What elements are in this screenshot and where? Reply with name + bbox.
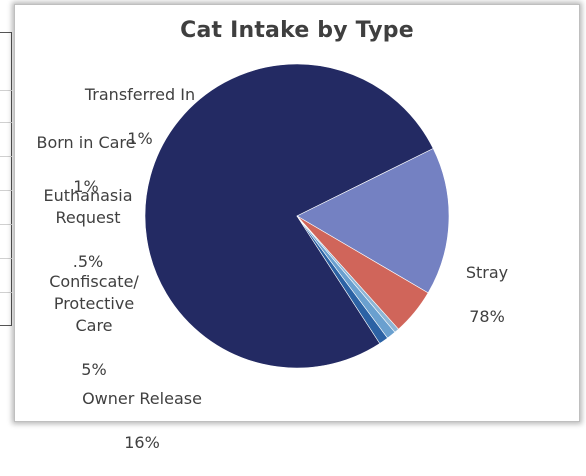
label-euthanasia-request-pct: .5%: [72, 252, 104, 271]
label-confiscate-pct: 5%: [81, 360, 107, 379]
pie-slice-transferred-in[interactable]: [296, 215, 388, 344]
label-euthanasia-request-name: Euthanasia Request: [43, 186, 133, 227]
pie-slice-stray[interactable]: [144, 63, 434, 369]
label-stray: Stray 78%: [452, 240, 522, 350]
chart-title: Cat Intake by Type: [180, 18, 414, 43]
worksheet-gridline: [0, 258, 12, 259]
label-transferred-in-name: Transferred In: [84, 85, 196, 104]
worksheet-gridline: [0, 292, 12, 293]
label-confiscate-name: Confiscate/ Protective Care: [49, 272, 139, 335]
label-owner-release: Owner Release 16%: [52, 366, 232, 476]
worksheet-gridline: [0, 122, 12, 123]
worksheet-gridline: [0, 224, 12, 225]
label-owner-release-name: Owner Release: [82, 389, 202, 408]
label-confiscate: Confiscate/ Protective Care 5%: [24, 249, 164, 403]
pie-slice-owner-release[interactable]: [296, 148, 450, 294]
label-euthanasia-request: Euthanasia Request .5%: [18, 163, 158, 295]
worksheet-gridline: [0, 90, 12, 91]
label-born-in-care-name: Born in Care: [36, 133, 136, 152]
worksheet-gridline: [0, 156, 12, 157]
label-stray-name: Stray: [465, 263, 509, 282]
label-stray-pct: 78%: [469, 307, 505, 326]
label-born-in-care: Born in Care 1%: [16, 110, 156, 220]
pie-chart: [144, 63, 450, 369]
label-transferred-in: Transferred In 1%: [60, 62, 220, 172]
worksheet-gridline: [0, 190, 12, 191]
label-born-in-care-pct: 1%: [73, 177, 99, 196]
label-owner-release-pct: 16%: [124, 433, 160, 452]
label-transferred-in-pct: 1%: [127, 129, 153, 148]
worksheet-cells-left: [0, 32, 12, 326]
